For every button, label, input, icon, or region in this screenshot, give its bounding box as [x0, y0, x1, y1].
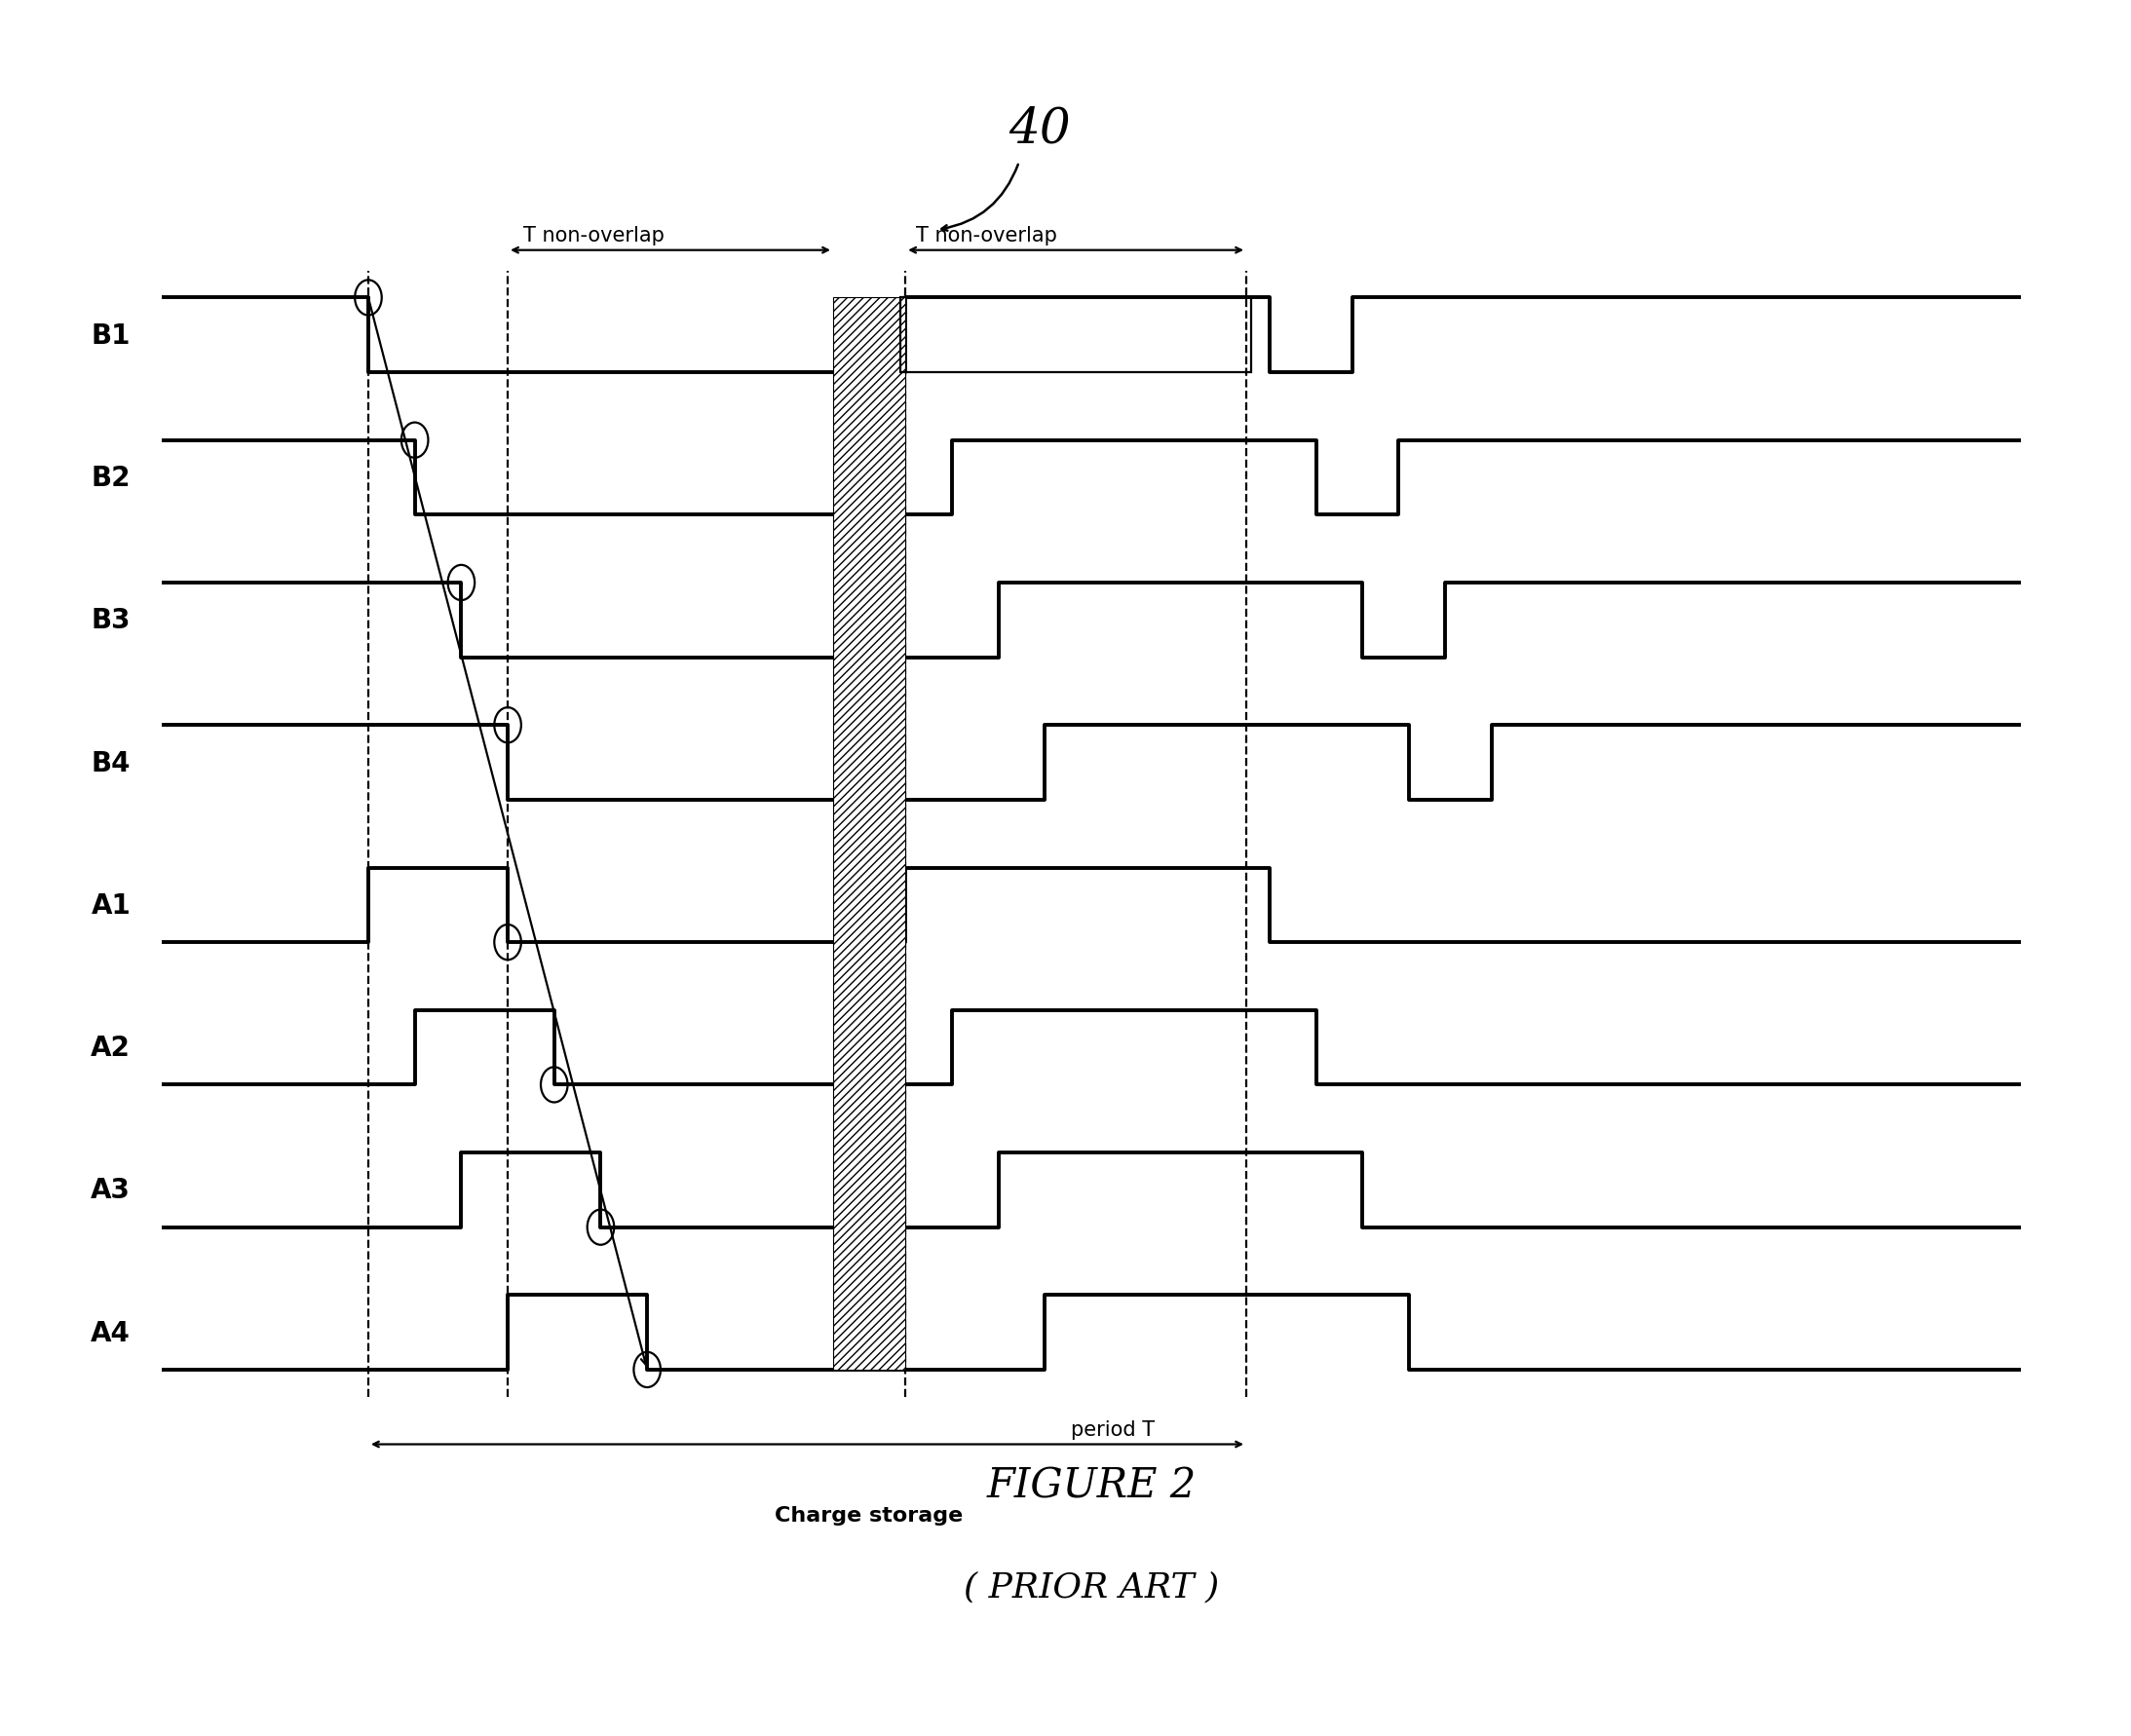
Text: B4: B4 — [92, 750, 130, 776]
Text: B1: B1 — [92, 323, 130, 349]
Text: period T: period T — [1070, 1420, 1155, 1439]
Text: 40: 40 — [1008, 104, 1070, 153]
Text: ( PRIOR ART ): ( PRIOR ART ) — [963, 1571, 1219, 1604]
Bar — [833, 299, 906, 1370]
Bar — [899, 299, 1251, 373]
Text: A3: A3 — [92, 1177, 130, 1203]
Text: FIGURE 2: FIGURE 2 — [987, 1465, 1195, 1505]
Text: T non-overlap: T non-overlap — [524, 226, 665, 245]
Text: B2: B2 — [92, 465, 130, 491]
Text: T non-overlap: T non-overlap — [916, 226, 1057, 245]
Text: A4: A4 — [92, 1319, 130, 1345]
Text: A1: A1 — [92, 892, 130, 918]
Text: A2: A2 — [92, 1035, 130, 1061]
Text: Charge storage: Charge storage — [776, 1505, 963, 1524]
Text: B3: B3 — [92, 608, 130, 634]
